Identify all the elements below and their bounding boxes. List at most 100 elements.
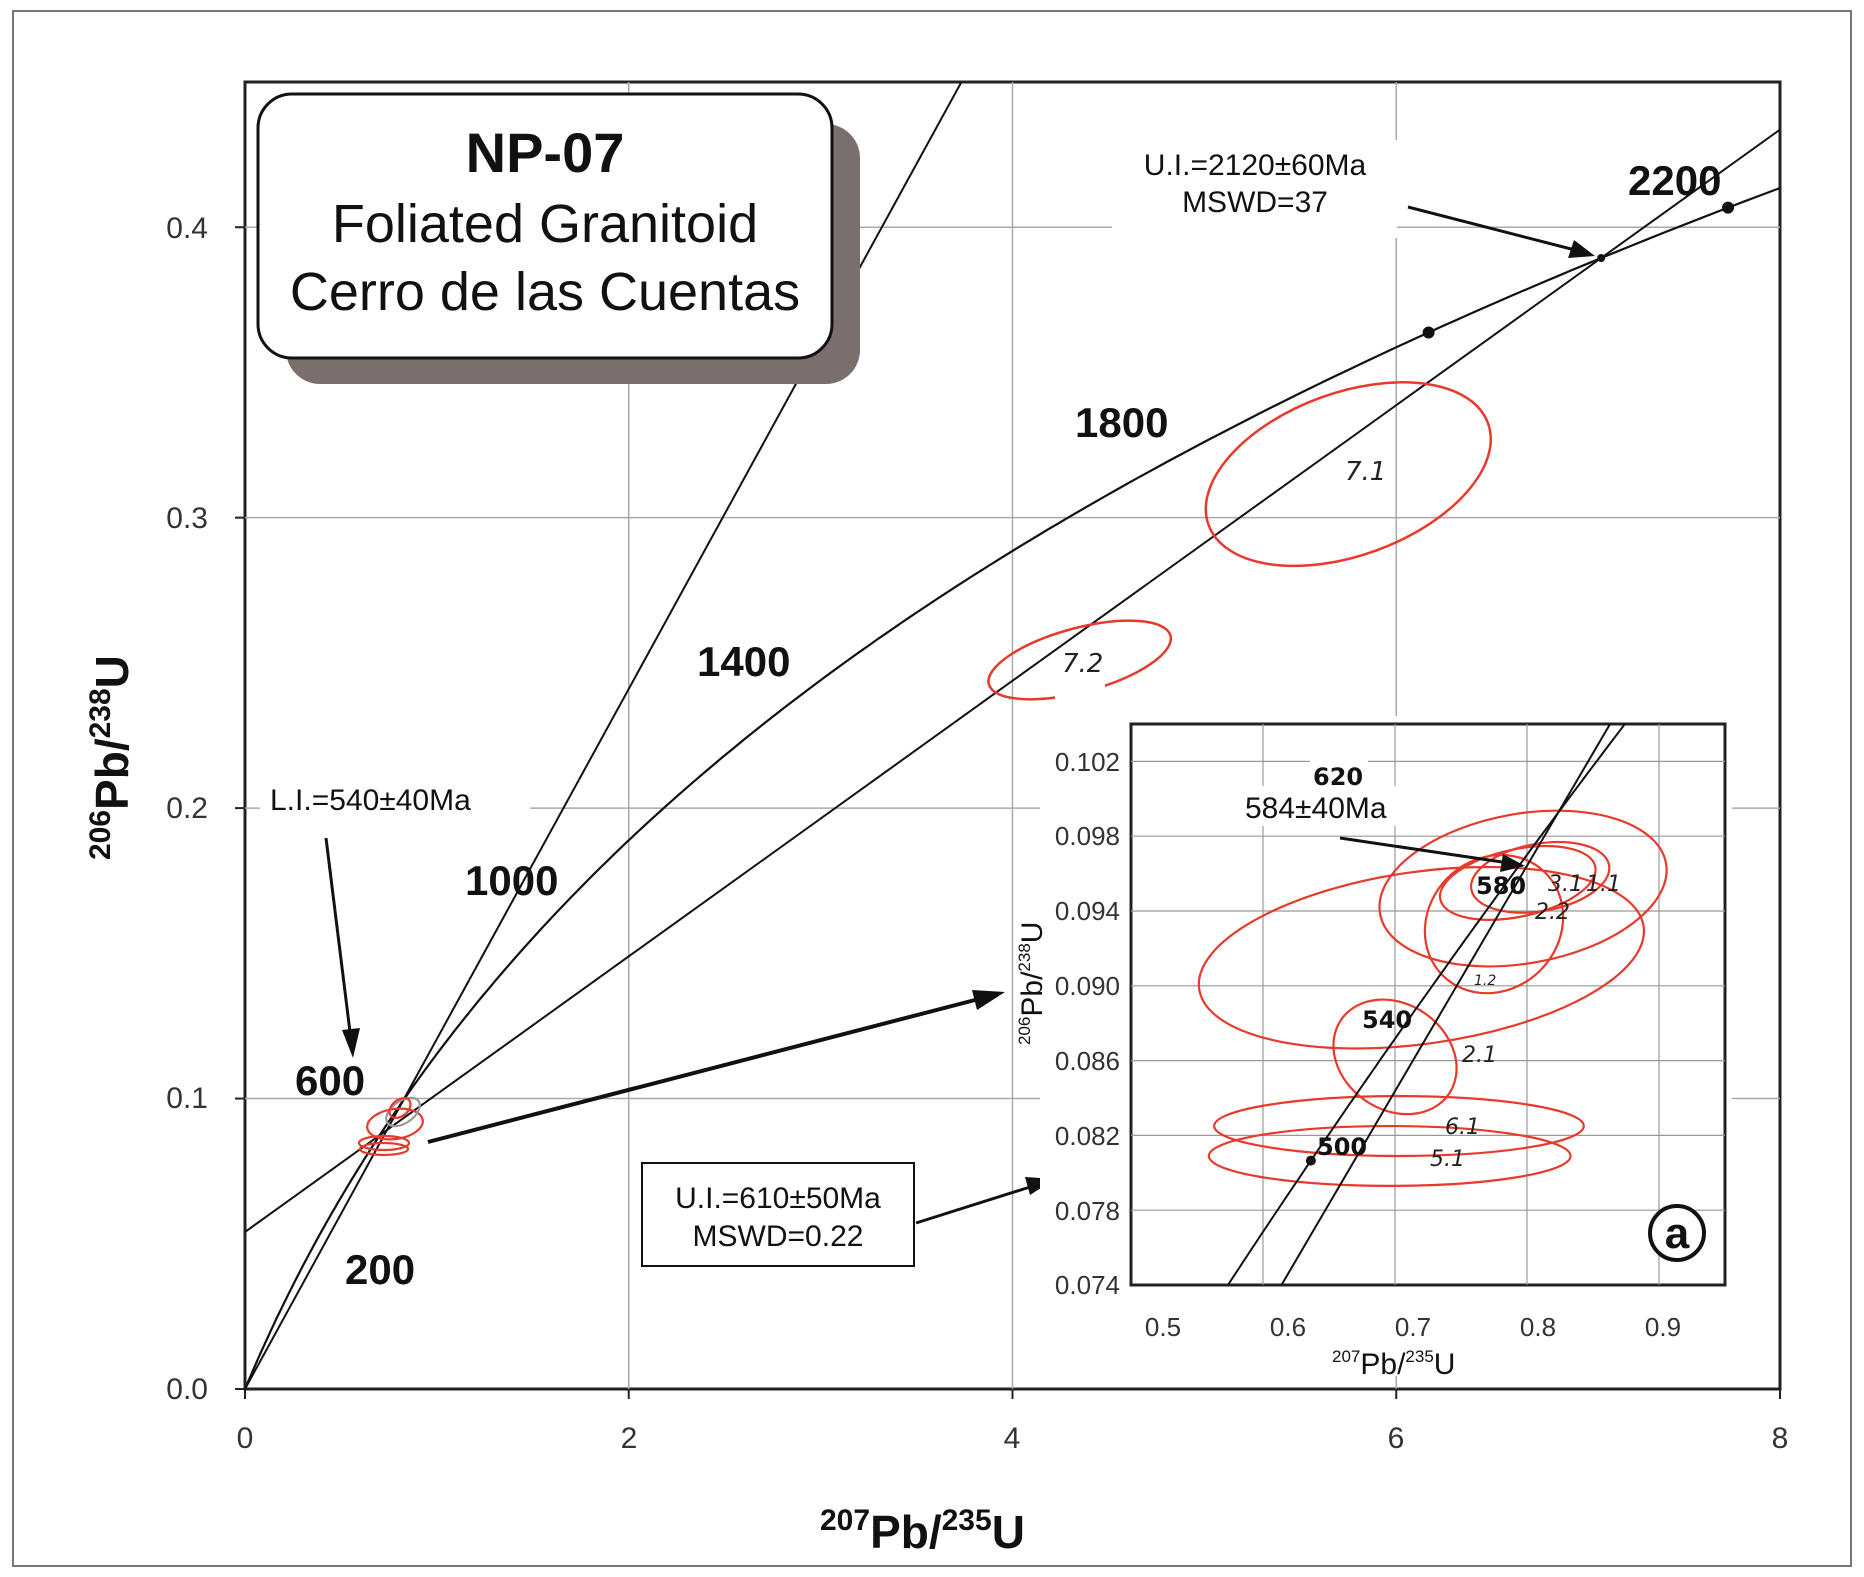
x-tick-label: 8 <box>1772 1422 1789 1455</box>
error-ellipse <box>358 1141 410 1157</box>
inset-x-tick-labels: 0.5 0.6 0.7 0.8 0.9 <box>1145 1312 1681 1342</box>
error-ellipse <box>1204 381 1493 568</box>
title-box <box>256 92 834 360</box>
inset-plot-area <box>1129 722 1727 1287</box>
annotation-mask <box>260 780 530 828</box>
inset-y-tick-labels: 0.074 0.078 0.082 0.086 0.090 0.094 0.09… <box>1055 747 1120 1300</box>
inset-y-tick-label: 0.090 <box>1055 971 1120 1001</box>
concordia-age-label: 1400 <box>697 638 790 685</box>
annotation-box <box>641 1162 915 1267</box>
concordia-age-marker <box>1722 201 1735 214</box>
x-axis-label: 207Pb/235U <box>820 1504 1025 1558</box>
x-tick-label: 2 <box>621 1422 638 1455</box>
inset-discordia-line <box>245 82 963 1389</box>
inset-y-tick-label: 0.074 <box>1055 1270 1120 1300</box>
annotation-text: MSWD=37 <box>1182 186 1328 219</box>
x-tick-label: 6 <box>1388 1422 1405 1455</box>
rock-title: Foliated Granitoid <box>332 194 758 254</box>
arrow-head <box>972 990 1005 1010</box>
y-tick-labels: 0.0 0.1 0.2 0.3 0.4 <box>166 212 208 1406</box>
arrow <box>324 837 352 1033</box>
inset-x-tick-label: 0.7 <box>1395 1312 1431 1342</box>
inset-x-tick-label: 0.5 <box>1145 1312 1181 1342</box>
error-ellipse <box>366 1107 424 1141</box>
inset-ellipses <box>1197 809 1668 1187</box>
figure-frame <box>12 10 1852 1567</box>
arrow-head <box>342 1028 360 1058</box>
spot-label: 7.2 <box>1062 649 1103 679</box>
inset-error-ellipse <box>1378 809 1668 968</box>
concordia-age-label: 200 <box>345 1246 415 1293</box>
y-axis-label: 206Pb/238U <box>84 655 138 860</box>
spot-label: 7.1 <box>1345 457 1386 487</box>
error-ellipse <box>357 1134 411 1152</box>
arrow-head <box>1568 240 1595 258</box>
panel-label-circle <box>1648 1204 1706 1262</box>
arrow <box>427 998 976 1144</box>
inset-error-ellipse <box>1332 998 1458 1116</box>
x-tick-labels: 0 2 4 6 8 <box>237 1422 1789 1455</box>
inset-age-label: 580 <box>1476 872 1526 900</box>
annotation-mask <box>1112 140 1397 238</box>
inset-error-ellipse <box>1213 1095 1585 1158</box>
inset-concordia-curve <box>1226 724 1627 1285</box>
error-ellipse <box>385 1096 421 1128</box>
annotation-text: MSWD=0.22 <box>693 1220 864 1253</box>
inset-y-tick-label: 0.102 <box>1055 747 1120 777</box>
inset-y-tick-label: 0.094 <box>1055 896 1120 926</box>
x-tick-label: 4 <box>1004 1422 1021 1455</box>
inset-y-tick-label: 0.078 <box>1055 1196 1120 1226</box>
upper-intercept-marker <box>1597 254 1606 263</box>
inset-spot-label: 1.2 <box>1474 973 1496 989</box>
inset-y-tick-label: 0.082 <box>1055 1121 1120 1151</box>
inset-age-marker <box>1305 1155 1316 1166</box>
annotation-text: L.I.=540±40Ma <box>270 784 471 817</box>
inset-age-label: 540 <box>1362 1006 1412 1034</box>
inset-spot-label: 1.1 <box>1586 872 1621 897</box>
inset-x-tick-label: 0.9 <box>1645 1312 1681 1342</box>
sample-title: NP-07 <box>466 121 625 184</box>
concordia-age-label: 600 <box>295 1057 365 1104</box>
y-tick-label: 0.4 <box>166 212 208 245</box>
inset-spot-label: 2.1 <box>1462 1043 1497 1068</box>
y-tick-label: 0.2 <box>166 792 208 825</box>
inset-spot-label: 5.1 <box>1430 1147 1465 1172</box>
arrow <box>915 1185 1031 1225</box>
inset-discordia-line <box>1280 724 1612 1285</box>
inset-spot-label: 6.1 <box>1445 1115 1480 1140</box>
arrow-head <box>1500 854 1525 872</box>
y-tick-label: 0.3 <box>166 502 208 535</box>
error-ellipse <box>388 1097 412 1119</box>
inset-x-tick-label: 0.8 <box>1520 1312 1556 1342</box>
annotation-text: U.I.=2120±60Ma <box>1144 149 1367 182</box>
inset-age-label: 500 <box>1317 1133 1367 1161</box>
arrow <box>1407 205 1576 252</box>
concordia-age-label: 2200 <box>1628 157 1721 204</box>
inset-spot-label: 3.1 <box>1548 872 1583 897</box>
location-title: Cerro de las Cuentas <box>290 262 800 322</box>
panel-label: a <box>1665 1209 1690 1258</box>
inset-y-axis-label: 206Pb/238U <box>1015 922 1049 1045</box>
inset-y-tick-label: 0.086 <box>1055 1046 1120 1076</box>
inset-error-ellipse <box>1197 865 1646 1050</box>
inset-x-axis-label: 207Pb/235U <box>1332 1347 1455 1381</box>
y-tick-label: 0.1 <box>166 1082 208 1115</box>
concordia-age-label: 1800 <box>1075 399 1168 446</box>
inset-error-ellipse <box>1423 853 1565 995</box>
inset-annotation-text: 584±40Ma <box>1245 792 1387 825</box>
inset-error-ellipse <box>1207 1124 1572 1187</box>
inset-y-tick-label: 0.098 <box>1055 821 1120 851</box>
discordia-line <box>245 128 1780 1234</box>
x-tick-label: 0 <box>237 1422 254 1455</box>
y-tick-label: 0.0 <box>166 1373 208 1406</box>
concordia-age-label: 1000 <box>465 857 558 904</box>
annotation-mask <box>1240 786 1414 826</box>
inset-curves <box>1226 724 1627 1285</box>
inset-x-tick-label: 0.6 <box>1270 1312 1306 1342</box>
inset-spot-label: 2.2 <box>1535 900 1570 925</box>
annotation-text: U.I.=610±50Ma <box>675 1182 881 1215</box>
arrow <box>1339 836 1503 864</box>
concordia-curve <box>245 186 1780 1389</box>
main-curves <box>245 82 1780 1389</box>
